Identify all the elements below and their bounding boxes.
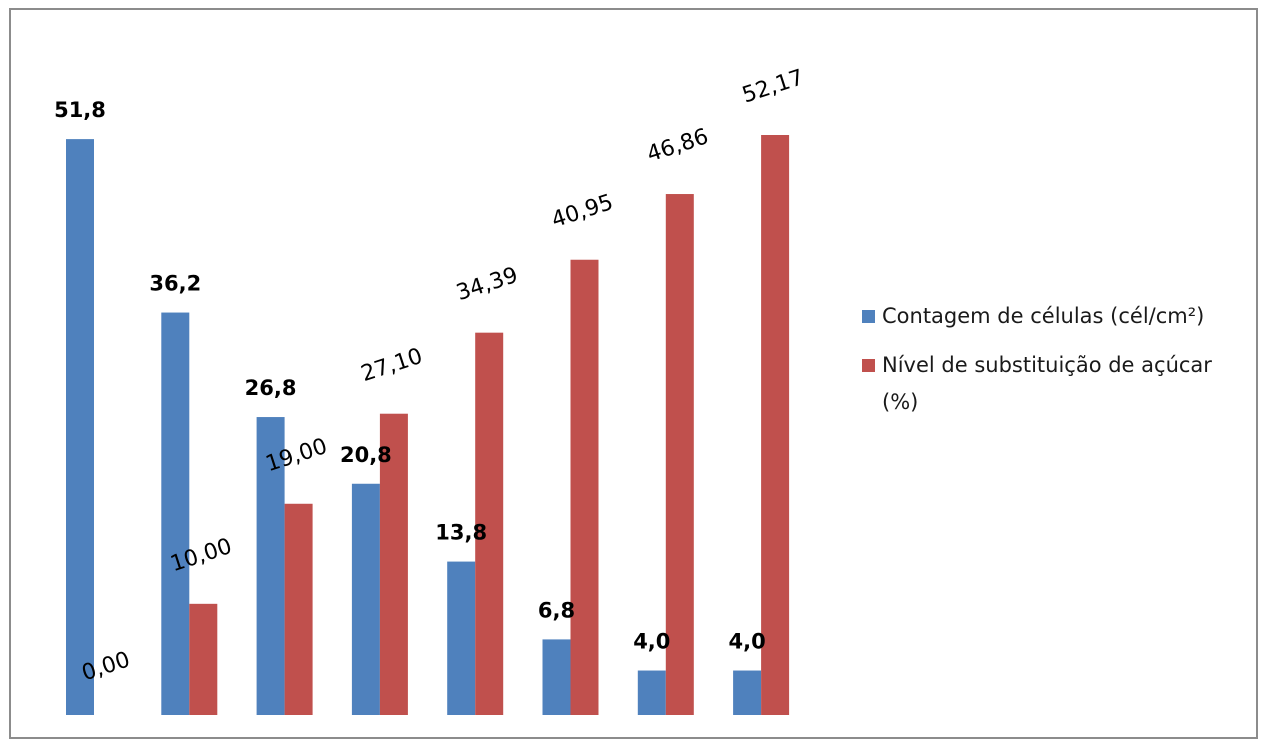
bar-sugar-substitution-1 xyxy=(189,603,218,715)
legend-label-cell-count: Contagem de células (cél/cm²) xyxy=(882,304,1205,328)
bar-sugar-substitution-4 xyxy=(475,332,504,715)
legend-swatch-red xyxy=(862,359,875,372)
data-label-cell-count-6: 4,0 xyxy=(633,630,670,654)
bar-sugar-substitution-5 xyxy=(570,259,599,715)
legend-swatch-blue xyxy=(862,310,875,323)
bar-sugar-substitution-7 xyxy=(761,135,790,715)
bar-cell-count-3 xyxy=(351,483,380,715)
data-label-sugar-substitution-7: 52,17 xyxy=(739,65,807,108)
data-label-cell-count-3: 20,8 xyxy=(340,443,392,467)
data-label-sugar-substitution-3: 27,10 xyxy=(358,344,426,387)
data-label-cell-count-4: 13,8 xyxy=(435,521,487,545)
legend-item-cell-count: Contagem de células (cél/cm²) xyxy=(862,298,1242,335)
legend-label-sugar-substitution: Nível de substituição de açúcar (%) xyxy=(882,353,1212,414)
bar-cell-count-5 xyxy=(542,639,571,715)
bar-cell-count-1 xyxy=(161,312,190,715)
bar-cell-count-7 xyxy=(733,670,762,715)
legend-item-sugar-substitution: Nível de substituição de açúcar (%) xyxy=(862,347,1242,421)
bar-cell-count-6 xyxy=(637,670,666,715)
data-label-cell-count-1: 36,2 xyxy=(149,272,201,296)
legend: Contagem de células (cél/cm²) Nível de s… xyxy=(862,298,1242,433)
data-label-sugar-substitution-4: 34,39 xyxy=(453,263,521,306)
data-label-cell-count-2: 26,8 xyxy=(245,376,297,400)
bar-sugar-substitution-3 xyxy=(379,413,408,715)
data-label-cell-count-5: 6,8 xyxy=(538,598,575,622)
bar-sugar-substitution-6 xyxy=(665,194,694,715)
bar-cell-count-2 xyxy=(256,417,285,715)
bar-cell-count-4 xyxy=(447,561,476,715)
data-label-sugar-substitution-5: 40,95 xyxy=(549,190,617,233)
data-label-cell-count-7: 4,0 xyxy=(728,630,765,654)
data-label-cell-count-0: 51,8 xyxy=(54,98,106,122)
data-label-sugar-substitution-6: 46,86 xyxy=(644,124,712,167)
bar-cell-count-0 xyxy=(66,139,94,716)
bar-sugar-substitution-2 xyxy=(284,503,313,715)
